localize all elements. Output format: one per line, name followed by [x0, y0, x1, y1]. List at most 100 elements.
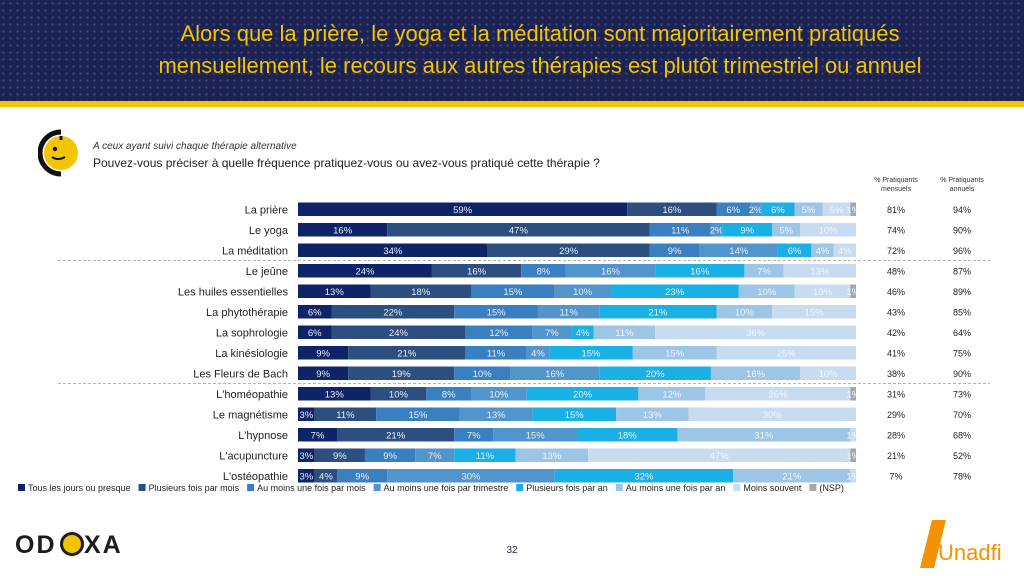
bar-segment: [487, 243, 650, 257]
legend-swatch: [247, 484, 255, 491]
category-label-l-acupuncture: L'acupuncture: [219, 450, 288, 462]
bar-segment: [554, 284, 611, 298]
side-column-value-2: 70%: [953, 410, 971, 420]
category-label-le-jeune: Le jeûne: [246, 266, 288, 278]
bar-segment: [577, 428, 678, 442]
bar-segment: [749, 202, 762, 216]
bar-segment: [744, 264, 784, 278]
value-label: 3%: [300, 471, 314, 482]
value-label: 9%: [316, 348, 330, 359]
value-label: 15%: [503, 287, 523, 298]
bar-segment: [677, 428, 851, 442]
value-label: 20%: [573, 389, 593, 400]
value-label: 16%: [333, 225, 353, 236]
legend-entry: Tous les jours ou presque: [28, 483, 131, 493]
bar-segment: [710, 366, 801, 380]
value-label: 11%: [336, 410, 355, 421]
side-column-value-1: 42%: [887, 328, 905, 338]
category-label-la-meditation: La méditation: [222, 245, 288, 257]
bar-segment: [454, 366, 511, 380]
bar-segment: [298, 202, 628, 216]
side-column-subheader-1: mensuels: [881, 186, 911, 193]
bar-segment: [772, 305, 856, 319]
bar-segment: [777, 243, 812, 257]
value-label: 23%: [665, 287, 685, 298]
value-label: 4%: [816, 246, 830, 257]
bar-segment: [376, 407, 460, 421]
side-column-value-2: 64%: [953, 328, 971, 338]
bar-segment: [387, 469, 555, 483]
legend-entry: Au moins une fois par trimestre: [384, 483, 509, 493]
bar-segment: [298, 448, 315, 462]
value-label: 7%: [757, 266, 771, 277]
bar-segment: [532, 407, 617, 421]
value-label: 8%: [442, 389, 456, 400]
bar-segment: [431, 264, 522, 278]
bar-segment: [298, 469, 315, 483]
side-column-value-2: 89%: [953, 287, 971, 297]
page-number: 32: [506, 545, 518, 556]
legend-entry: (NSP): [819, 483, 844, 493]
bar-segment: [298, 366, 349, 380]
side-column-value-2: 78%: [953, 471, 971, 481]
side-column-subheader-2: annuels: [950, 186, 975, 193]
bar-segment: [599, 366, 711, 380]
value-label: 2%: [749, 205, 763, 216]
value-label: 16%: [690, 266, 710, 277]
bar-segment: [298, 284, 371, 298]
category-label-la-phytotherapie: La phytothérapie: [206, 307, 288, 319]
value-label: 15%: [487, 307, 507, 318]
value-label: 6%: [726, 205, 740, 216]
category-label-la-sophrologie: La sophrologie: [216, 327, 288, 339]
legend-swatch: [809, 484, 817, 491]
bar-segment: [465, 325, 533, 339]
bar-segment: [794, 202, 823, 216]
slide-title-line-1: Alors que la prière, le yoga et la médit…: [180, 21, 900, 46]
legend-swatch: [18, 484, 25, 491]
bar-segment: [331, 305, 455, 319]
stacked-bar-chart: % Pratiquants mensuels % Pratiquants annuel…: [18, 177, 990, 493]
bar-segment: [554, 469, 734, 483]
side-column-value-2: 68%: [953, 430, 971, 440]
bar-segment: [331, 325, 466, 339]
value-label: 11%: [671, 225, 690, 236]
bar-segment: [811, 243, 834, 257]
side-column-value-1: 31%: [887, 389, 905, 399]
value-label: 1%: [846, 205, 860, 216]
value-label: 7%: [428, 451, 442, 462]
header-banner: Alors que la prière, le yoga et la médit…: [0, 0, 1024, 107]
bar-segment: [470, 284, 555, 298]
value-label: 16%: [545, 369, 565, 380]
category-label-les-huiles-essentielles: Les huiles essentielles: [178, 286, 289, 298]
value-label: 26%: [768, 389, 788, 400]
value-label: 32%: [634, 471, 654, 482]
value-label: 6%: [308, 328, 322, 339]
bar-segment: [537, 305, 600, 319]
bar-segment: [298, 428, 338, 442]
bar-segment: [298, 223, 388, 237]
value-label: 7%: [311, 430, 325, 441]
side-column-value-2: 52%: [953, 451, 971, 461]
side-column-value-2: 85%: [953, 307, 971, 317]
bar-segment: [716, 202, 750, 216]
bar-segment: [298, 346, 349, 360]
bar-segment: [738, 284, 795, 298]
value-label: 10%: [573, 287, 593, 298]
value-label: 6%: [771, 205, 785, 216]
value-label: 34%: [383, 246, 403, 257]
value-label: 13%: [325, 287, 345, 298]
legend-entry: Plusieurs fois par an: [526, 483, 608, 493]
bar-segment: [465, 346, 527, 360]
value-label: 5%: [802, 205, 816, 216]
bar-segment: [515, 448, 589, 462]
question-text: Pouvez-vous préciser à quelle fréquence …: [93, 156, 600, 170]
value-label: 30%: [461, 471, 481, 482]
value-label: 21%: [386, 430, 406, 441]
bar-segment: [526, 346, 550, 360]
bar-segment: [850, 448, 856, 462]
bar-segment: [571, 325, 594, 339]
value-label: 11%: [559, 307, 578, 318]
bar-segment: [565, 264, 656, 278]
value-label: 13%: [643, 410, 663, 421]
value-label: 47%: [710, 451, 730, 462]
